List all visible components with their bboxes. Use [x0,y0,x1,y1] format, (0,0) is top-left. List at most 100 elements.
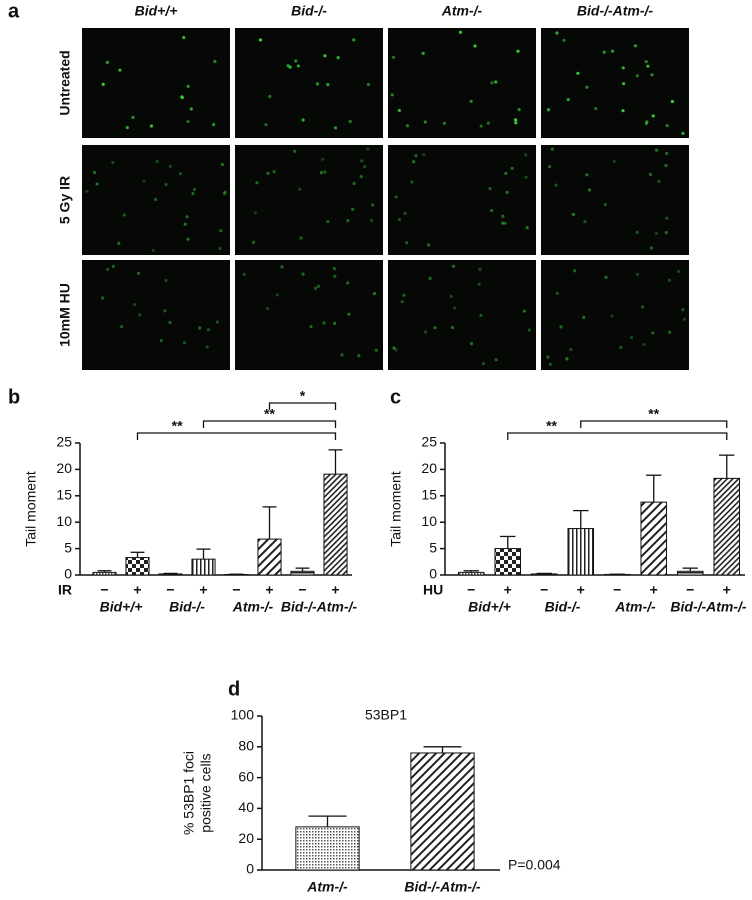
nucleus [95,182,99,186]
panel-label: a [8,0,20,22]
nucleus [265,307,270,311]
nucleus [191,191,195,196]
nucleus [635,272,640,277]
y-tick-label: 20 [56,460,72,476]
nucleus [548,165,552,169]
nucleus [242,272,246,277]
nucleus [681,308,685,312]
nucleus [504,171,508,176]
nucleus [405,124,410,128]
nucleus [164,182,168,187]
nucleus [118,68,122,72]
nucleus [494,80,498,84]
nucleus [168,320,172,325]
nucleus [585,173,589,177]
nucleus [164,278,168,283]
panel-label: c [390,386,401,408]
group-label: Bid-/- [545,599,581,615]
nucleus [501,221,505,225]
nucleus [488,186,492,191]
nucleus [514,121,518,125]
nucleus [594,106,598,111]
nucleus [486,121,490,125]
nucleus [122,213,126,217]
nucleus [215,320,219,324]
nucleus [326,219,330,224]
nucleus [142,179,146,183]
nucleus [280,265,284,269]
nucleus [397,108,401,113]
nucleus [433,326,437,330]
nucleus [137,271,141,275]
nucleus [479,313,483,318]
y-tick-label: 10 [56,513,72,529]
nucleus [223,190,227,194]
nucleus [635,230,639,234]
nucleus [313,286,318,291]
y-tick-label: 100 [231,707,255,723]
nucleus [650,73,654,77]
nucleus [654,148,659,152]
nucleus [149,124,154,128]
micrograph [82,28,230,138]
nucleus [651,114,655,118]
nucleus [163,309,167,313]
significance-label: ** [648,406,659,422]
bar [92,571,117,576]
column-header: Atm-/- [441,3,483,19]
group-label: Bid+/+ [100,599,143,615]
nucleus [651,331,655,335]
nucleus [621,66,625,70]
nucleus [527,328,531,332]
nucleus [138,313,142,317]
micrograph [82,145,230,255]
nucleus [665,124,669,128]
x-tick-label: + [133,582,141,598]
nucleus [479,124,483,128]
nucleus [427,243,431,247]
significance-bracket [136,432,337,440]
nucleus [266,171,270,175]
bar [567,528,595,576]
nucleus [646,64,650,68]
y-axis-label: positive cells [198,753,214,832]
nucleus [682,317,687,321]
nucleus [255,181,259,185]
nucleus [410,180,414,184]
nucleus [421,51,425,55]
row-label: 10mM HU [57,283,73,347]
nucleus [657,179,661,184]
nucleus [654,231,659,236]
micrograph [541,260,689,370]
nucleus [111,161,115,165]
nucleus [402,293,406,297]
nucleus [458,30,463,34]
nucleus [294,59,298,63]
nucleus [363,165,367,169]
x-tick-label: Bid-/-Atm-/- [404,879,481,895]
nucleus [268,94,272,99]
nucleus [183,222,187,226]
bar [494,548,522,576]
nucleus [565,357,569,361]
nucleus [400,300,404,304]
bar [257,538,282,576]
nucleus [469,99,473,103]
bar [713,477,741,576]
nucleus [391,55,396,59]
x-tick-label: − [100,582,108,598]
micrograph [388,260,536,370]
significance-label: ** [172,418,183,434]
nucleus [155,159,159,164]
nucleus [524,153,528,157]
nucleus [517,108,521,112]
nucleus [360,159,364,163]
y-tick-label: 15 [421,487,437,503]
nucleus [546,108,551,112]
nucleus [346,219,350,223]
nucleus [100,296,105,300]
nucleus [370,218,374,222]
panel-label: d [228,678,240,700]
nucleus [573,269,577,273]
nucleus [253,211,257,215]
